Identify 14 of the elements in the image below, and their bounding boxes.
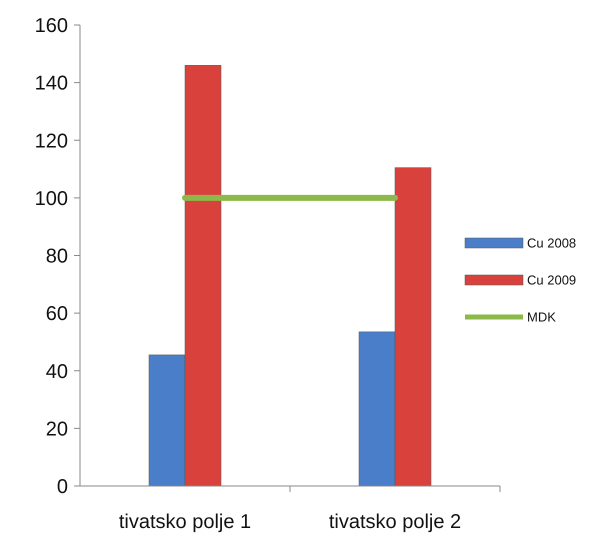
y-tick-label: 120 [34, 130, 68, 152]
x-tick-label: tivatsko polje 1 [118, 511, 252, 533]
y-tick-label: 0 [56, 476, 68, 498]
x-tick-label: tivatsko polje 2 [328, 511, 462, 533]
legend-label: Cu 2008 [527, 236, 576, 251]
y-tick-label: 160 [34, 15, 68, 37]
y-tick-label: 80 [46, 246, 68, 268]
y-tick-label: 60 [46, 303, 68, 326]
legend-label: MDK [527, 310, 556, 325]
y-tick-label: 100 [34, 188, 68, 210]
y-tick-label: 20 [46, 418, 68, 440]
y-tick-label: 40 [46, 360, 68, 383]
y-tick-label: 140 [34, 72, 68, 95]
legend-label: Cu 2009 [527, 272, 576, 288]
